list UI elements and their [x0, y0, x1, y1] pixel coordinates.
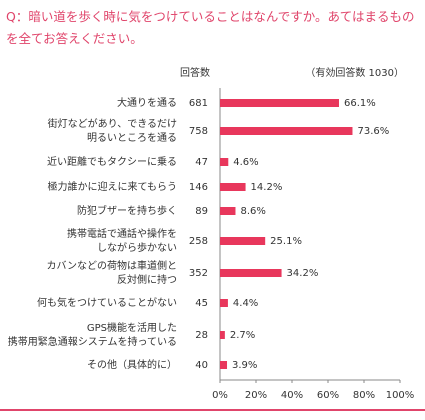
value-label: 8.6% [240, 206, 265, 217]
category-line: その他（具体的に） [87, 358, 177, 371]
category-label: その他（具体的に） [87, 358, 177, 371]
count-label: 45 [195, 298, 208, 309]
category-line: 明るいところを通る [87, 132, 177, 144]
category-line: 街灯などがあり、できるだけ [48, 117, 177, 130]
category-label: カバンなどの荷物は車道側と反対側に持つ [47, 259, 178, 286]
bar [220, 361, 228, 369]
value-label: 2.7% [230, 330, 255, 341]
category-label: GPS機能を活用した携帯用緊急通報システムを持っている [8, 321, 177, 348]
category-label: 防犯ブザーを持ち歩く [77, 204, 177, 217]
category-line: 大通りを通る [117, 96, 177, 109]
category-label: 携帯電話で通話や操作をしながら歩かない [67, 227, 177, 254]
value-label: 34.2% [287, 268, 319, 279]
bar [220, 269, 282, 277]
x-tick-label: 80% [353, 390, 375, 401]
category-line: しながら歩かない [97, 241, 177, 254]
category-line: 携帯電話で通話や操作を [67, 227, 177, 240]
note: （有効回答数 1030） [305, 66, 404, 79]
x-tick-label: 20% [245, 390, 267, 401]
category-line: 防犯ブザーを持ち歩く [77, 204, 177, 217]
count-label: 146 [189, 182, 208, 193]
bar [220, 127, 353, 135]
category-label: 大通りを通る [117, 96, 177, 109]
value-label: 66.1% [344, 98, 376, 109]
chart-title: Q：暗い道を歩く時に気をつけていることはなんですか。あてはまるものを全てお答えく… [6, 9, 415, 46]
category-label: 極力誰かに迎えに来てもらう [48, 180, 178, 193]
count-label: 28 [195, 330, 208, 341]
value-label: 14.2% [251, 182, 283, 193]
category-line: 携帯用緊急通報システムを持っている [8, 335, 177, 348]
value-label: 73.6% [357, 126, 389, 137]
x-tick-label: 100% [386, 390, 415, 401]
bar [220, 207, 236, 215]
bar [220, 331, 225, 339]
bar [220, 99, 339, 107]
count-label: 89 [195, 206, 208, 217]
category-line: GPS機能を活用した [87, 321, 177, 334]
count-label: 47 [195, 157, 208, 168]
bar [220, 183, 246, 191]
count-header: 回答数 [180, 66, 210, 79]
x-tick-label: 60% [317, 390, 339, 401]
bar [220, 158, 229, 166]
value-label: 4.6% [233, 157, 258, 168]
category-line: 極力誰かに迎えに来てもらう [48, 180, 178, 193]
bar [220, 237, 266, 245]
count-label: 352 [189, 268, 208, 279]
count-label: 758 [189, 126, 208, 137]
category-label: 何も気をつけていることがない [37, 296, 177, 309]
category-line: 何も気をつけていることがない [37, 296, 177, 309]
category-label: 街灯などがあり、できるだけ明るいところを通る [48, 117, 177, 144]
x-tick-label: 0% [212, 390, 228, 401]
value-label: 4.4% [233, 298, 258, 309]
bar [220, 299, 228, 307]
category-line: カバンなどの荷物は車道側と [47, 259, 178, 272]
category-line: 反対側に持つ [117, 273, 177, 286]
count-label: 40 [195, 360, 208, 371]
value-label: 3.9% [232, 360, 257, 371]
count-label: 681 [189, 98, 208, 109]
x-tick-label: 40% [281, 390, 303, 401]
category-label: 近い距離でもタクシーに乗る [47, 155, 177, 168]
value-label: 25.1% [270, 236, 302, 247]
category-line: 近い距離でもタクシーに乗る [47, 155, 177, 168]
count-label: 258 [189, 236, 208, 247]
